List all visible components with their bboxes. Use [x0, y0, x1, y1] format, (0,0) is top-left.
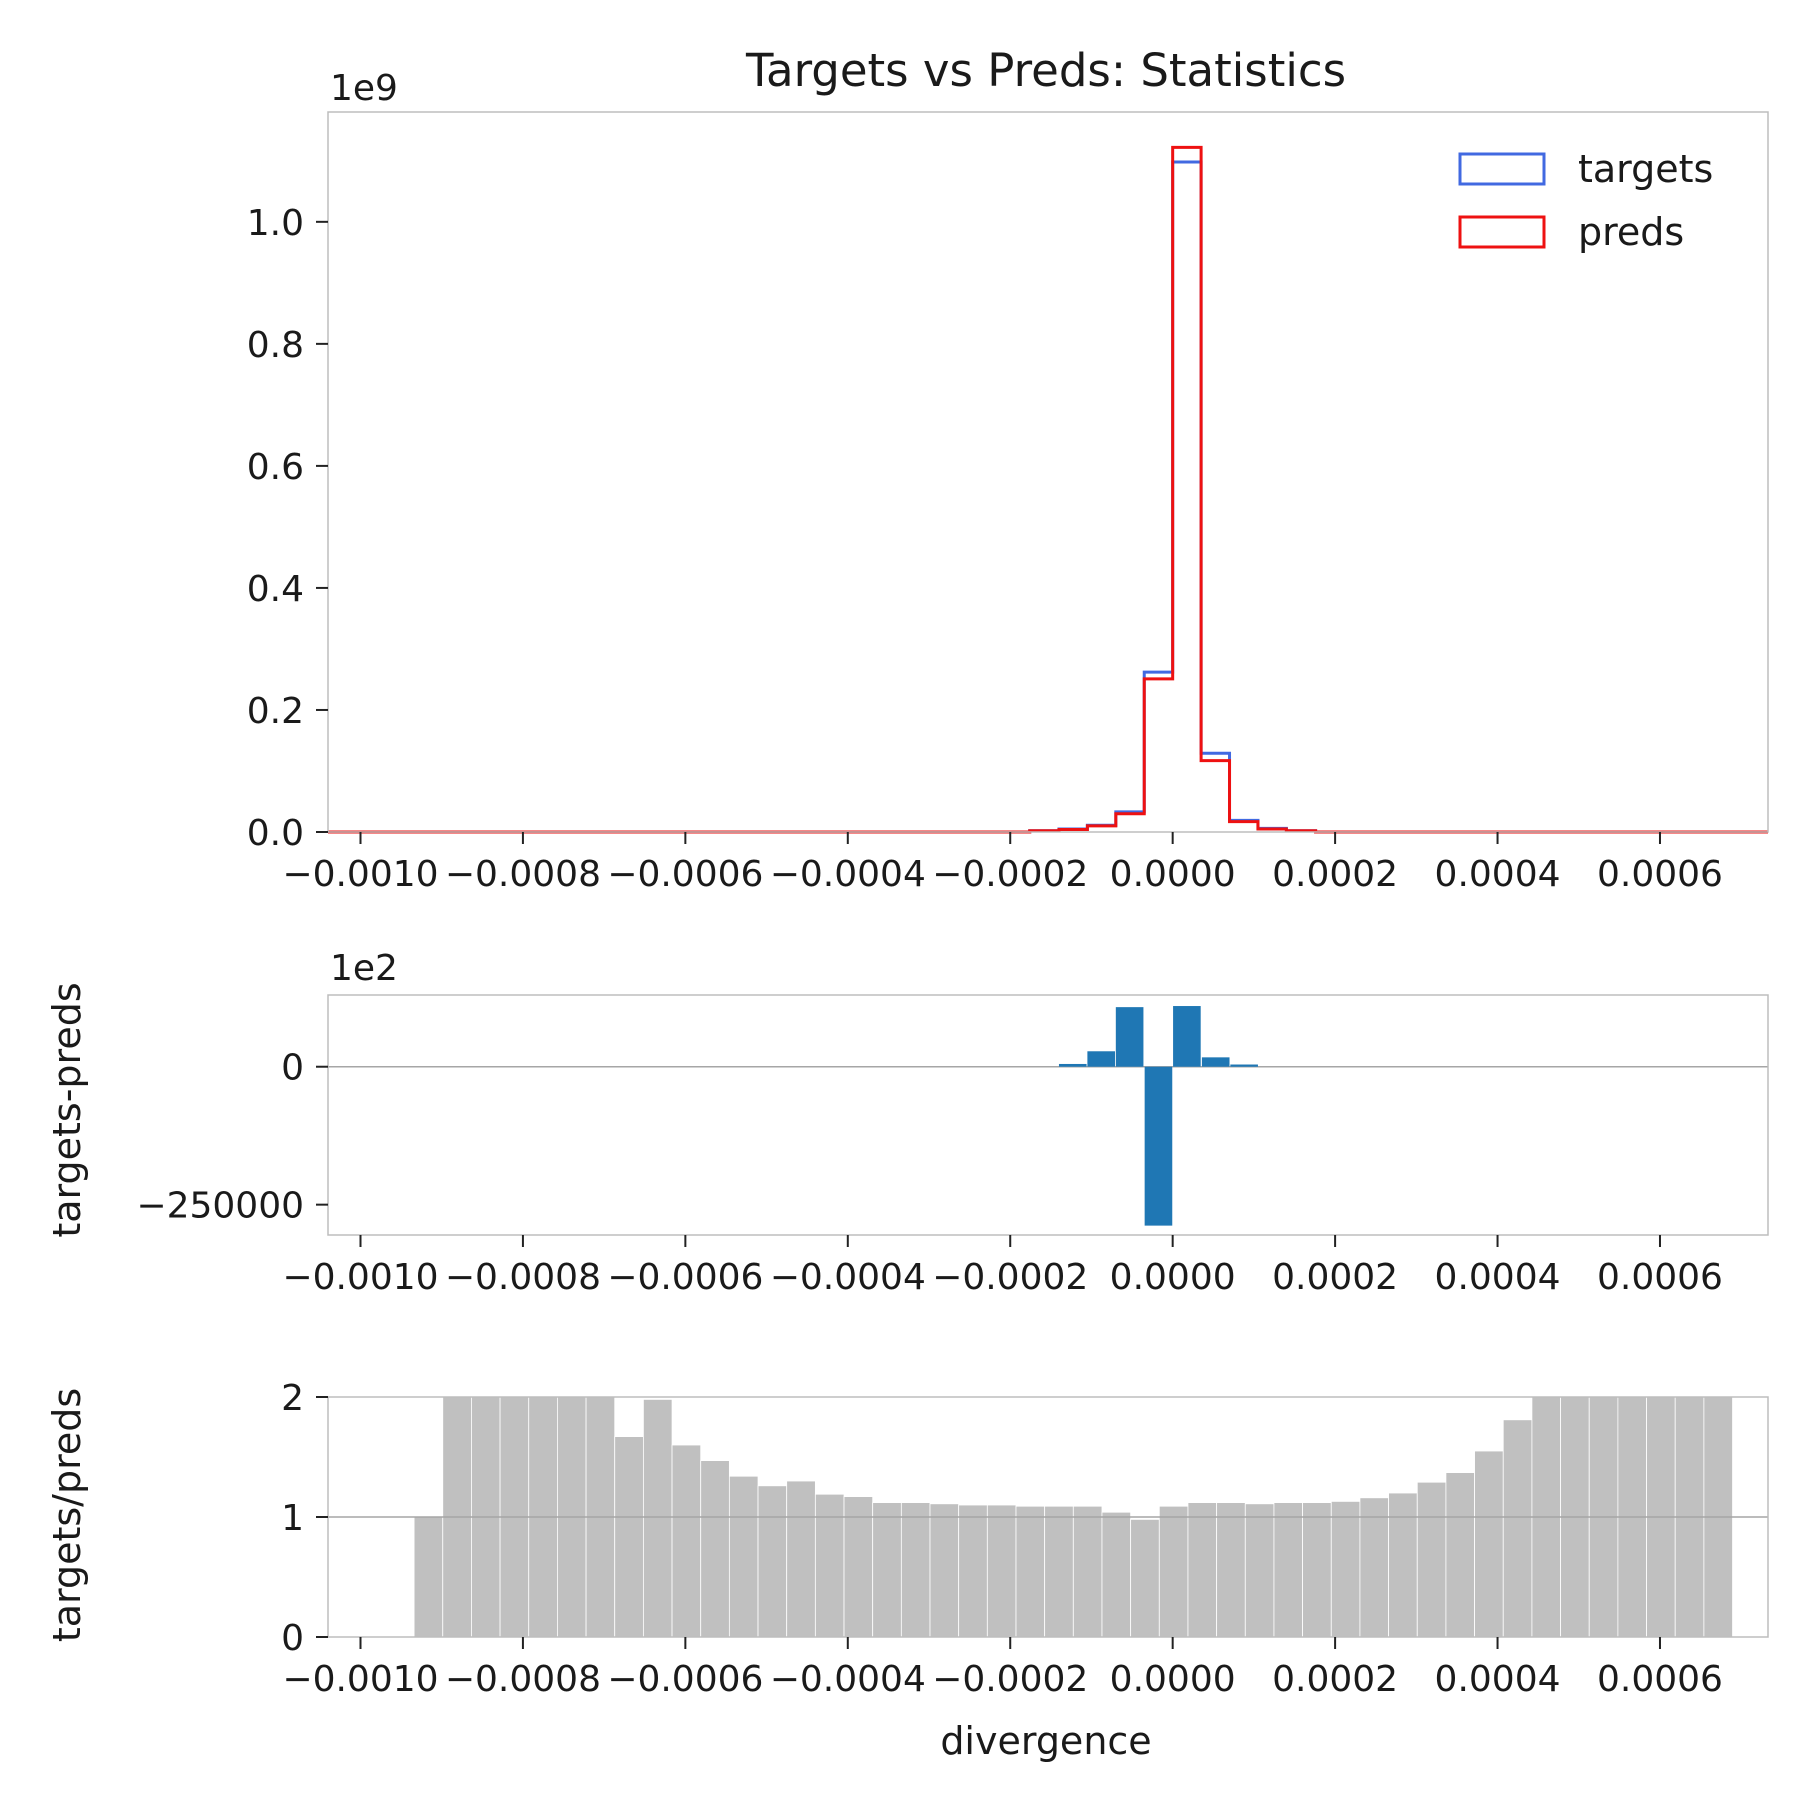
x-tick-label: 0.0000: [1110, 854, 1236, 895]
ratio-bar: [1388, 1492, 1418, 1638]
ratio-bar: [1502, 1419, 1533, 1638]
ratio-bar: [1445, 1472, 1475, 1638]
x-tick-label: −0.0002: [932, 854, 1088, 895]
x-tick-label: −0.0008: [445, 1257, 601, 1298]
y-tick-label: 0.8: [247, 325, 304, 366]
difference-bar: [1058, 1063, 1087, 1067]
ratio-bar: [671, 1444, 702, 1638]
x-tick-label: −0.0002: [932, 1659, 1088, 1700]
y-tick-label: 2: [281, 1378, 304, 1419]
x-axis-label: divergence: [940, 1719, 1151, 1763]
y-tick-label: 0: [281, 1048, 304, 1089]
x-tick-label: −0.0004: [770, 1257, 926, 1298]
x-tick-label: 0.0000: [1110, 1257, 1236, 1298]
x-tick-label: 0.0002: [1272, 1659, 1398, 1700]
ratio-bar: [900, 1502, 931, 1638]
ratio-bar: [1273, 1502, 1304, 1638]
x-tick-label: 0.0002: [1272, 854, 1398, 895]
ratio-bar: [1216, 1502, 1246, 1638]
ratio-bar: [614, 1436, 644, 1638]
ratio-bar: [757, 1485, 788, 1638]
difference-panel: −0.0010 −0.0008 −0.0006 −0.0004 −0.0002 0.000…: [45, 948, 1769, 1298]
chart-title: Targets vs Preds: Statistics: [745, 44, 1346, 97]
x-tick-label: −0.0008: [445, 1659, 601, 1700]
y-axis-label: targets-preds: [45, 982, 89, 1237]
ratio-panel: −0.0010 −0.0008 −0.0006 −0.0004 −0.0002 0.000…: [45, 1378, 1769, 1763]
y-tick-label: 0.0: [247, 813, 304, 854]
plot-frame: [327, 111, 1769, 833]
x-tick-label: −0.0010: [282, 1659, 438, 1700]
ratio-bar: [1101, 1511, 1132, 1638]
x-tick-label: 0.0002: [1272, 1257, 1398, 1298]
ratio-bar: [1359, 1497, 1389, 1638]
y-tick-label: 0.4: [247, 569, 304, 610]
ratio-bar: [958, 1504, 988, 1638]
x-tick-label: 0.0006: [1597, 854, 1723, 895]
ratio-bar: [1416, 1481, 1447, 1638]
x-tick-label: −0.0004: [770, 854, 926, 895]
legend-swatch-targets: [1458, 152, 1546, 186]
y-tick-label: 1: [281, 1498, 304, 1539]
y-tick-label: 1.0: [247, 203, 304, 244]
ratio-bar: [872, 1502, 902, 1638]
difference-bar: [1115, 1007, 1144, 1067]
difference-bar: [1087, 1051, 1116, 1067]
x-tick-label: −0.0006: [607, 854, 763, 895]
ratio-bar: [1474, 1450, 1504, 1638]
x-tick-label: −0.0010: [282, 854, 438, 895]
difference-bar: [1173, 1006, 1201, 1067]
ratio-bar: [1330, 1501, 1361, 1638]
legend: targets preds: [1458, 147, 1713, 254]
difference-bar: [1201, 1057, 1230, 1067]
ratio-bar: [929, 1503, 960, 1638]
series-step-targets: [328, 160, 1768, 834]
ratio-bar: [1302, 1502, 1332, 1638]
x-tick-label: 0.0006: [1597, 1659, 1723, 1700]
ratio-bar: [700, 1460, 730, 1638]
y-tick-label: 0: [281, 1618, 304, 1659]
legend-swatch-preds: [1458, 215, 1546, 249]
ratio-bar: [1158, 1505, 1189, 1638]
x-tick-label: −0.0002: [932, 1257, 1088, 1298]
ratio-bar: [986, 1504, 1017, 1638]
legend-label-preds: preds: [1578, 210, 1684, 254]
x-tick-label: 0.0004: [1435, 1659, 1561, 1700]
ratio-bar: [1130, 1519, 1160, 1638]
x-tick-label: 0.0004: [1435, 854, 1561, 895]
plot-frame: [327, 994, 1769, 1236]
x-tick-label: −0.0008: [445, 854, 601, 895]
ratio-bar: [843, 1496, 874, 1638]
ratio-bar: [413, 1516, 444, 1638]
histogram-panel: −0.0010 −0.0008 −0.0006 −0.0004 −0.0002 0.000…: [247, 68, 1769, 895]
x-tick-label: −0.0004: [770, 1659, 926, 1700]
ratio-bar: [1015, 1505, 1046, 1638]
x-tick-label: −0.0006: [607, 1659, 763, 1700]
legend-label-targets: targets: [1578, 147, 1713, 191]
ratio-bar: [642, 1399, 673, 1638]
y-axis-label: targets/preds: [45, 1388, 89, 1642]
series-step-preds: [328, 145, 1768, 834]
ratio-bar: [814, 1493, 845, 1638]
y-tick-label: 0.2: [247, 691, 304, 732]
y-offset-label: 1e9: [330, 68, 398, 109]
ratio-bar: [786, 1480, 816, 1638]
ratio-bar: [1187, 1502, 1218, 1638]
x-tick-label: 0.0004: [1435, 1257, 1561, 1298]
x-tick-label: 0.0000: [1110, 1659, 1236, 1700]
ratio-bar: [728, 1475, 759, 1638]
difference-bar: [1230, 1064, 1258, 1067]
x-tick-label: −0.0010: [282, 1257, 438, 1298]
ratio-bar: [1044, 1505, 1074, 1638]
ratio-bar: [1072, 1505, 1103, 1638]
x-tick-label: 0.0006: [1597, 1257, 1723, 1298]
y-offset-label: 1e2: [330, 948, 398, 989]
x-tick-label: −0.0006: [607, 1257, 763, 1298]
difference-bar: [1144, 1066, 1173, 1226]
y-tick-label: −250000: [136, 1186, 304, 1227]
y-tick-label: 0.6: [247, 447, 304, 488]
ratio-bar: [1244, 1503, 1275, 1638]
